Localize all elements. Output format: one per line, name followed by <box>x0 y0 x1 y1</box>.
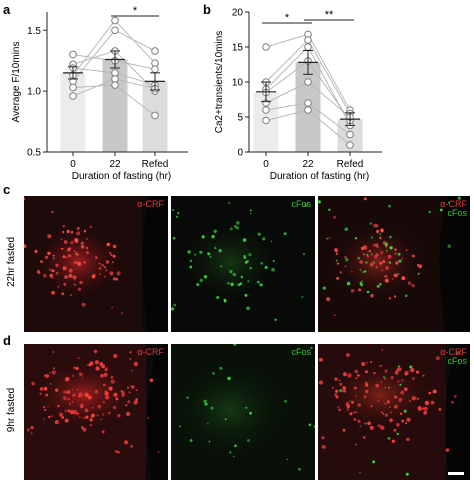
micrograph-d-merge: α-CRF cFos <box>318 344 470 480</box>
cfos-label-c-merge: cFos <box>447 208 467 218</box>
x-tick-a-2: Refed <box>142 159 169 170</box>
panel-label-d: d <box>3 333 11 348</box>
point-a-5-0 <box>69 92 77 100</box>
sig-label-b-1: ** <box>325 9 334 21</box>
point-b-4-1 <box>304 78 312 86</box>
error-bar-b-2 <box>340 112 360 126</box>
cfos-label-d: cFos <box>291 347 311 357</box>
crf-label-c-merge: α-CRF <box>440 199 467 209</box>
point-b-5-1 <box>304 99 312 107</box>
sig-label-a-0: * <box>133 5 138 17</box>
micrograph-d-crf: α-CRF <box>24 344 168 480</box>
x-tick-a-1: 22 <box>109 159 121 170</box>
point-b-5-2 <box>346 130 354 139</box>
x-label-a: Duration of fasting (hr) <box>72 171 172 182</box>
point-b-6-2 <box>346 141 354 149</box>
y-tick-a-1: 1.0 <box>27 87 41 98</box>
x-tick-b-1: 22 <box>302 159 314 170</box>
crf-label-c: α-CRF <box>137 199 164 209</box>
panel-label-b: b <box>203 2 211 17</box>
point-a-3-0 <box>69 50 77 59</box>
row-label-22hr: 22hr fasted <box>6 237 17 287</box>
y-label-a: Average F/10mins <box>11 42 22 123</box>
point-a-1-1 <box>111 16 119 25</box>
point-b-0-0 <box>262 43 270 51</box>
y-tick-a-0: 0.5 <box>27 148 41 159</box>
y-tick-a-2: 1.5 <box>27 26 41 37</box>
micrograph-d-cfos: cFos <box>170 344 315 480</box>
cfos-label-c: cFos <box>291 199 311 209</box>
y-tick-b-4: 20 <box>232 8 244 19</box>
y-label-b: Ca2+transients/10mins <box>214 31 225 134</box>
row-label-9hr: 9hr fasted <box>6 388 17 432</box>
scale-bar <box>448 472 464 475</box>
crf-label-d: α-CRF <box>137 347 164 357</box>
error-bar-b-1 <box>298 50 318 75</box>
x-tick-b-2: Refed <box>337 159 364 170</box>
error-bar-a-0 <box>63 66 83 80</box>
x-tick-b-0: 0 <box>263 159 269 170</box>
sig-label-b-0: * <box>285 12 290 24</box>
y-tick-b-3: 15 <box>232 43 244 54</box>
y-tick-b-0: 0 <box>237 148 243 159</box>
point-a-3-2 <box>151 65 159 74</box>
micrograph-c-cfos: cFos <box>171 196 315 332</box>
point-a-6-2 <box>151 111 159 120</box>
y-tick-b-1: 5 <box>237 113 243 124</box>
point-b-5-0 <box>262 106 270 114</box>
cfos-label-d-merge: cFos <box>447 356 467 366</box>
x-label-b: Duration of fasting (hr) <box>270 171 370 182</box>
micrograph-c-crf: α-CRF <box>24 196 168 332</box>
error-bar-a-1 <box>105 50 125 69</box>
point-b-2-1 <box>304 43 312 51</box>
point-b-6-1 <box>304 106 312 114</box>
point-a-6-0 <box>69 83 77 92</box>
crf-label-d-merge: α-CRF <box>440 347 467 357</box>
point-b-6-0 <box>262 116 270 125</box>
y-tick-b-2: 10 <box>232 78 244 89</box>
x-tick-a-0: 0 <box>70 159 76 170</box>
point-a-2-1 <box>111 26 119 35</box>
panel-label-c: c <box>3 182 10 197</box>
error-bar-a-2 <box>145 72 165 91</box>
point-a-6-1 <box>111 81 119 89</box>
panel-label-a: a <box>3 2 11 17</box>
point-a-2-2 <box>151 47 159 55</box>
error-bar-b-0 <box>256 81 276 103</box>
point-b-1-1 <box>304 36 312 44</box>
micrograph-c-merge: α-CRF cFos <box>318 196 470 332</box>
